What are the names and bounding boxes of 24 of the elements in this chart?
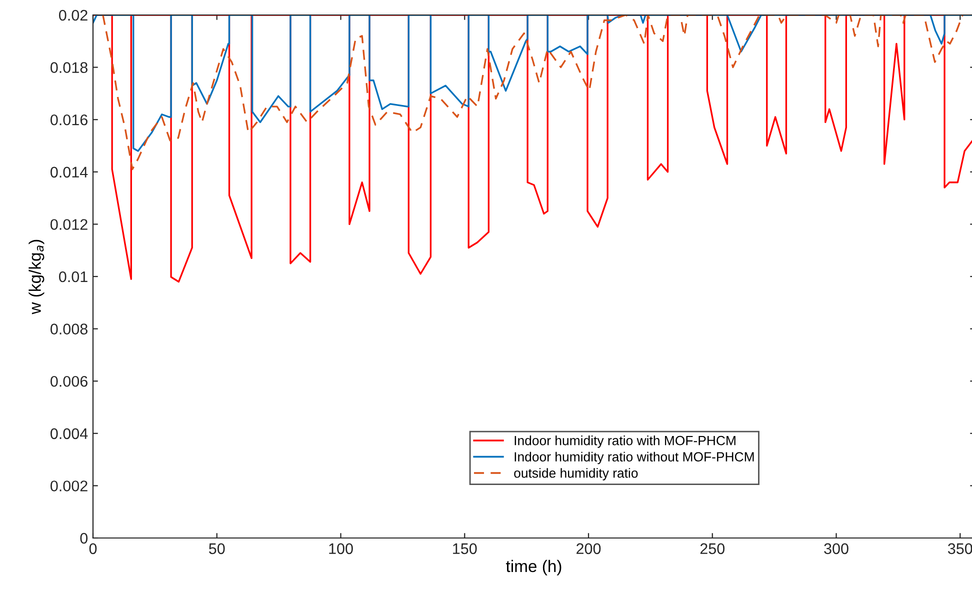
legend-label: Indoor humidity ratio with MOF-PHCM	[514, 436, 736, 448]
y-tick-label: 0.012	[50, 219, 88, 230]
legend-label: Indoor humidity ratio without MOF-PHCM	[514, 452, 754, 464]
legend-label: outside humidity ratio	[514, 468, 638, 480]
y-tick-label: 0.01	[59, 271, 88, 282]
x-tick-label: 150	[453, 543, 477, 554]
x-tick-label: 250	[700, 543, 725, 554]
x-tick-label: 50	[208, 543, 225, 554]
x-tick-label: 0	[89, 543, 97, 554]
y-tick-label: 0	[80, 532, 88, 544]
y-tick-label: 0.006	[50, 376, 88, 387]
y-tick-label: 0.018	[50, 62, 88, 73]
y-tick-label: 0.016	[50, 114, 88, 126]
y-tick-label: 0.008	[50, 324, 88, 334]
x-tick-label: 200	[576, 543, 601, 554]
y-tick-label: 0.014	[50, 166, 88, 178]
x-tick-label: 350	[948, 543, 972, 554]
x-tick-label: 100	[329, 543, 353, 554]
x-tick-label: 300	[824, 543, 848, 554]
y-tick-label: 0.004	[50, 428, 88, 440]
y-tick-label: 0.02	[59, 10, 88, 21]
y-tick-label: 0.002	[50, 480, 88, 492]
y-axis-title: w (kg/kg$_{a}$)	[28, 240, 44, 314]
x-axis-title: time (h)	[506, 560, 562, 576]
